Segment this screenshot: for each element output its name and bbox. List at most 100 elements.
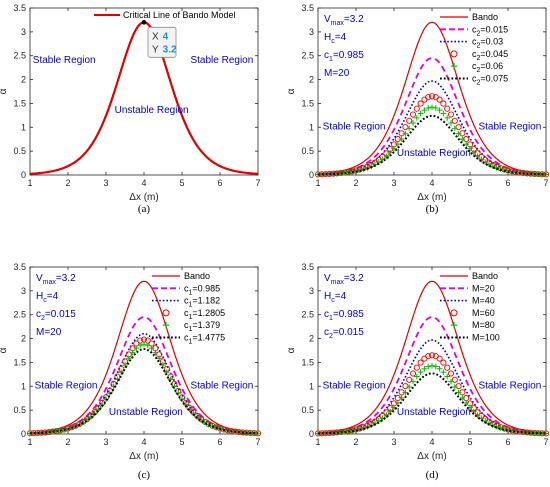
y-tick-label: 2.5: [301, 310, 314, 320]
series-line: [317, 339, 547, 435]
legend-swatch: [450, 309, 458, 317]
data-point-plus: [448, 378, 454, 385]
y-tick-label: 3.5: [301, 262, 314, 272]
data-point-circle: [402, 124, 409, 131]
x-tick-label: 4: [429, 178, 434, 188]
x-tick-label: 4: [141, 437, 146, 447]
data-point-plus: [433, 105, 439, 111]
data-point-plus: [455, 389, 462, 396]
datatip[interactable]: X 4Y 3.2: [147, 26, 177, 58]
series-line: [317, 21, 547, 175]
region-label: Stable Region: [478, 122, 541, 133]
param-label: Vmax=3.2: [324, 273, 364, 286]
param-label-main: V: [324, 14, 331, 25]
series-m-80: [315, 362, 549, 437]
data-point-circle: [455, 124, 462, 131]
y-tick-label: 2: [309, 334, 314, 344]
data-point-circle: [451, 376, 458, 383]
y-tick-label: 1.5: [13, 98, 26, 108]
series-bando: [29, 280, 259, 434]
param-label-sub: c: [331, 297, 335, 304]
panel-caption: (b): [426, 203, 439, 215]
legend-label-sub: 2: [477, 43, 481, 50]
legend-label-sub: 1: [189, 302, 193, 309]
legend-label-rest: =0.075: [480, 74, 508, 84]
data-point-plus: [467, 145, 473, 152]
series-bando: [317, 21, 547, 175]
region-label: Stable Region: [190, 381, 253, 392]
x-tick-label: 3: [391, 178, 396, 188]
region-label: Unstable Region: [109, 407, 183, 418]
x-tick-label: 6: [505, 437, 510, 447]
legend-label-main: c: [184, 320, 189, 330]
data-point-circle: [428, 93, 436, 100]
y-tick-label: 2.5: [13, 310, 26, 320]
x-tick-label: 7: [543, 437, 548, 447]
param-label-rest: =3.2: [344, 273, 364, 284]
x-tick-label: 5: [179, 178, 184, 188]
data-point-plus: [414, 373, 420, 380]
x-tick-label: 5: [467, 178, 472, 188]
legend-label: Bando: [184, 271, 210, 281]
param-label: Hc=4: [324, 32, 347, 45]
data-point-circle: [421, 355, 428, 362]
data-point-plus: [133, 345, 140, 351]
data-point-circle: [409, 111, 417, 118]
data-point-plus: [141, 341, 147, 348]
legend-label-main: M=100: [472, 333, 500, 343]
x-tick-label: 7: [543, 178, 548, 188]
x-tick-label: 6: [217, 437, 222, 447]
y-tick-label: 2: [309, 75, 314, 85]
legend-label-main: c: [472, 24, 477, 34]
data-point-plus: [175, 390, 181, 396]
y-tick-label: 0.5: [13, 146, 26, 156]
param-label-rest: =3.2: [344, 14, 364, 25]
datatip-marker[interactable]: [141, 20, 147, 25]
legend-label-main: c: [472, 61, 477, 71]
legend-label: Critical Line of Bando Model: [123, 10, 236, 20]
region-label: Stable Region: [190, 55, 253, 66]
data-point-plus: [444, 373, 450, 380]
legend-label-main: c: [472, 49, 477, 59]
series-bando: [317, 280, 547, 434]
region-label: Stable Region: [33, 55, 96, 66]
legend-swatch: [162, 309, 170, 317]
y-tick-label: 1.5: [13, 357, 26, 367]
param-label-main: H: [36, 291, 43, 302]
series-line: [317, 372, 547, 435]
series-c2-0-03: [317, 80, 547, 176]
param-label-main: V: [36, 273, 43, 284]
x-tick-label: 7: [255, 437, 260, 447]
y-tick-label: 3.5: [13, 3, 26, 13]
x-tick-label: 2: [65, 437, 70, 447]
param-label-sub: 1: [329, 56, 333, 63]
data-point-circle: [444, 105, 451, 112]
x-tick-label: 3: [103, 437, 108, 447]
series-line: [317, 80, 547, 176]
legend-label-rest: =0.015: [480, 24, 508, 34]
x-tick-label: 2: [65, 178, 70, 188]
legend-label: c1=0.985: [184, 283, 220, 296]
param-label: c2=0.015: [324, 327, 364, 340]
x-axis-label: Δx (m): [129, 451, 158, 462]
legend: Critical Line of Bando Model: [94, 10, 236, 20]
legend-label: Bando: [472, 12, 498, 22]
data-point-plus: [421, 365, 428, 372]
data-point-plus: [436, 365, 443, 372]
legend-label: c2=0.075: [472, 74, 508, 87]
param-label-rest: =0.985: [333, 309, 364, 320]
datatip-y: Y 3.2: [152, 44, 177, 55]
data-point-plus: [145, 342, 151, 349]
data-point-plus: [436, 107, 443, 113]
param-label: Hc=4: [36, 291, 59, 304]
series-c2-0-075: [317, 114, 547, 176]
legend-label: M=40: [472, 296, 495, 306]
data-point-plus: [440, 369, 447, 375]
param-label-main: H: [324, 32, 331, 43]
legend-label: c2=0.045: [472, 49, 508, 62]
legend-label: c2=0.06: [472, 61, 503, 74]
region-label: Unstable Region: [115, 105, 189, 116]
y-tick-label: 2.5: [13, 51, 26, 61]
series-line: [29, 21, 259, 175]
y-tick-label: 1: [309, 381, 314, 391]
